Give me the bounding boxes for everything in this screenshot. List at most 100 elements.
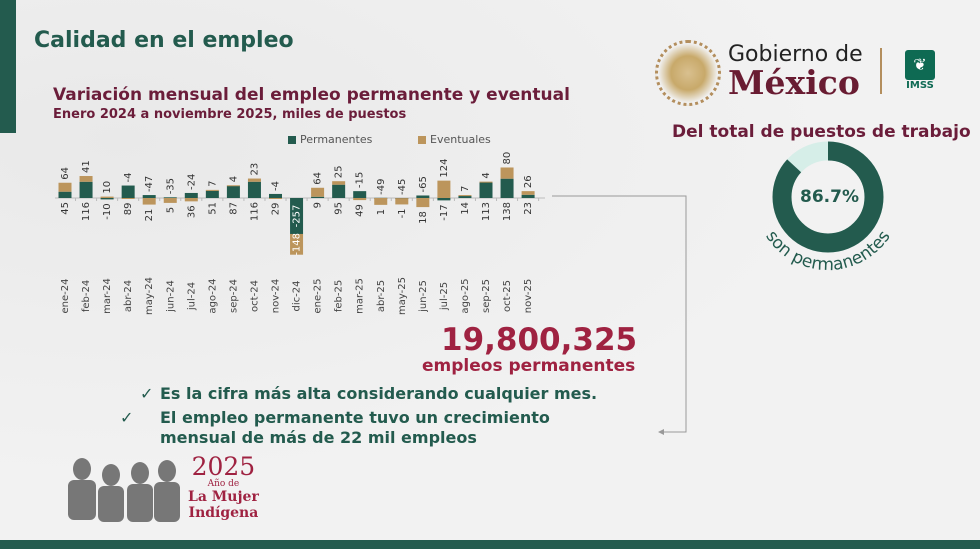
bar-eventuales — [100, 196, 114, 198]
bar-eventuales — [395, 198, 409, 205]
data-label-permanentes: 87 — [228, 202, 239, 215]
bullet-text: El empleo permanente tuvo un crecimiento… — [160, 408, 550, 447]
data-label-eventuales: -47 — [144, 176, 155, 192]
bullet-2: ✓ El empleo permanente tuvo un crecimient… — [120, 408, 610, 448]
data-label-permanentes: -10 — [102, 203, 113, 219]
bar-eventuales — [416, 198, 430, 208]
data-label-permanentes: 5 — [165, 207, 176, 213]
data-label-permanentes: 116 — [81, 202, 92, 221]
logo-line: Indígena — [188, 505, 259, 521]
x-tick-label: abr-24 — [123, 280, 134, 312]
data-label-eventuales: 64 — [313, 172, 324, 185]
x-tick-label: ene-24 — [60, 279, 71, 314]
x-tick-label: may-24 — [144, 277, 155, 315]
bar-permanentes — [79, 181, 93, 198]
footer-bar — [0, 540, 980, 549]
data-label-permanentes: 95 — [334, 202, 345, 215]
gobierno-logo: Gobierno de México — [728, 42, 863, 99]
data-label-permanentes: -257 — [292, 205, 303, 228]
x-tick-label: jun-24 — [165, 280, 176, 313]
data-label-eventuales: 7 — [207, 181, 218, 187]
data-label-permanentes: 36 — [186, 205, 197, 218]
x-tick-label: feb-25 — [334, 280, 345, 312]
data-label-permanentes: 116 — [249, 202, 260, 221]
mujer-indigena-logo: 2025 Año de La Mujer Indígena — [188, 452, 259, 521]
data-label-eventuales: -4 — [123, 173, 134, 183]
data-label-eventuales: 23 — [249, 163, 260, 176]
arrow-icon — [658, 429, 664, 435]
bar-eventuales — [205, 189, 219, 191]
bullet-1: ✓ Es la cifra más alta considerando cualq… — [140, 384, 597, 404]
data-label-eventuales: -65 — [418, 176, 429, 192]
x-tick-label: oct-25 — [502, 280, 513, 312]
logo-line: La Mujer — [188, 489, 259, 505]
bar-eventuales — [458, 195, 472, 197]
bar-eventuales — [311, 187, 325, 197]
donut-chart: son permanentes — [761, 141, 895, 275]
bar-eventuales — [437, 180, 451, 198]
data-label-permanentes: -17 — [439, 204, 450, 220]
bar-eventuales — [269, 198, 282, 199]
national-seal-icon — [655, 40, 721, 106]
donut-permanent-slice — [772, 141, 884, 253]
donut-percent: 86.7% — [800, 187, 859, 207]
x-tick-label: feb-24 — [81, 280, 92, 312]
bar-permanentes — [100, 198, 114, 200]
bar-permanentes — [521, 194, 535, 198]
bar-eventuales — [79, 176, 93, 182]
bar-permanentes — [290, 198, 304, 234]
connector-line — [552, 195, 687, 433]
x-tick-label: dic-24 — [292, 281, 303, 312]
imss-logo: ❦ IMSS — [903, 50, 937, 96]
bar-permanentes — [353, 191, 367, 198]
data-label-permanentes: 113 — [481, 202, 492, 221]
logo-divider — [880, 48, 882, 94]
bar-eventuales — [479, 181, 493, 183]
bar-permanentes — [311, 196, 325, 198]
data-label-eventuales: -24 — [186, 174, 197, 190]
bar-eventuales — [247, 178, 261, 182]
legend-swatch — [288, 135, 296, 144]
logo-line: Año de — [207, 479, 240, 489]
page-title: Calidad en el empleo — [34, 28, 294, 53]
data-label-permanentes: -1 — [397, 208, 408, 218]
x-tick-label: oct-24 — [249, 280, 260, 312]
bullet-text: Es la cifra más alta considerando cualqu… — [160, 384, 598, 403]
bar-eventuales — [500, 167, 514, 179]
bar-eventuales — [226, 185, 240, 187]
logo-year: 2025 — [191, 452, 256, 481]
legend-permanentes: Permanentes — [288, 133, 372, 146]
legend-label: Eventuales — [430, 133, 491, 146]
x-tick-label: ago-24 — [207, 278, 218, 313]
bar-chart: 6445ene-2441116feb-2410-10mar-24-489abr-… — [55, 152, 687, 435]
legend-swatch — [418, 135, 426, 144]
data-label-permanentes: 29 — [271, 203, 282, 216]
bar-eventuales — [521, 191, 535, 195]
data-label-eventuales: -35 — [165, 178, 176, 194]
data-label-eventuales: 4 — [481, 172, 492, 178]
x-tick-label: mar-24 — [102, 278, 113, 314]
data-label-permanentes: 138 — [502, 202, 513, 221]
bar-eventuales — [58, 182, 72, 192]
bar-eventuales — [142, 198, 156, 205]
bar-eventuales — [353, 198, 367, 201]
data-label-eventuales: -45 — [397, 179, 408, 195]
x-tick-label: jun-25 — [418, 280, 429, 313]
data-label-permanentes: 89 — [123, 203, 134, 216]
data-label-eventuales: 64 — [60, 167, 71, 180]
x-tick-label: jul-25 — [439, 282, 450, 311]
data-label-permanentes: 21 — [144, 209, 155, 222]
x-tick-label: mar-25 — [355, 278, 366, 314]
bar-permanentes — [437, 198, 451, 201]
data-label-eventuales: -148 — [292, 233, 303, 256]
logo-line2: México — [728, 63, 860, 102]
chart-subtitle: Enero 2024 a noviembre 2025, miles de pu… — [53, 107, 407, 122]
bar-eventuales — [184, 198, 198, 202]
x-tick-label: ene-25 — [313, 279, 324, 314]
logo-line1: Gobierno de — [728, 42, 863, 67]
x-tick-label: nov-25 — [523, 279, 534, 313]
data-label-permanentes: 14 — [460, 202, 471, 215]
bar-permanentes — [416, 195, 430, 198]
bar-permanentes — [479, 182, 493, 198]
